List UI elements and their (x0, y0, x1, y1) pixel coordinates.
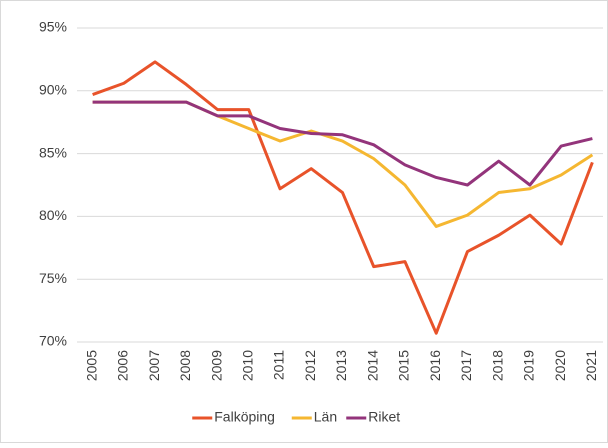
x-tick-label: 2009 (208, 350, 224, 381)
x-tick-label: 2014 (364, 350, 380, 381)
legend-label: Län (314, 409, 337, 425)
line-series (92, 100, 593, 187)
legend-label: Falköping (214, 409, 275, 425)
y-tick-label: 80% (39, 207, 67, 223)
y-tick-label: 70% (39, 333, 67, 349)
x-tick-label: 2016 (427, 350, 443, 381)
y-tick-label: 85% (39, 144, 67, 160)
x-tick-label: 2012 (302, 350, 318, 381)
x-tick-label: 2021 (583, 350, 599, 381)
x-tick-label: 2015 (396, 350, 412, 381)
x-tick-label: 2005 (83, 350, 99, 381)
x-tick-label: 2020 (552, 350, 568, 381)
x-tick-label: 2019 (521, 350, 537, 381)
line-series (92, 60, 594, 335)
x-tick-label: 2008 (177, 350, 193, 381)
y-tick-label: 95% (39, 19, 67, 35)
x-tick-label: 2011 (271, 350, 287, 380)
x-tick-label: 2010 (239, 350, 255, 381)
x-tick-label: 2006 (115, 350, 131, 381)
y-tick-label: 90% (39, 82, 67, 98)
x-tick-label: 2007 (146, 350, 162, 381)
y-tick-label: 75% (39, 270, 67, 286)
legend-label: Riket (368, 409, 400, 425)
x-tick-label: 2013 (333, 350, 349, 381)
x-tick-label: 2017 (458, 350, 474, 381)
x-tick-label: 2018 (489, 350, 505, 381)
